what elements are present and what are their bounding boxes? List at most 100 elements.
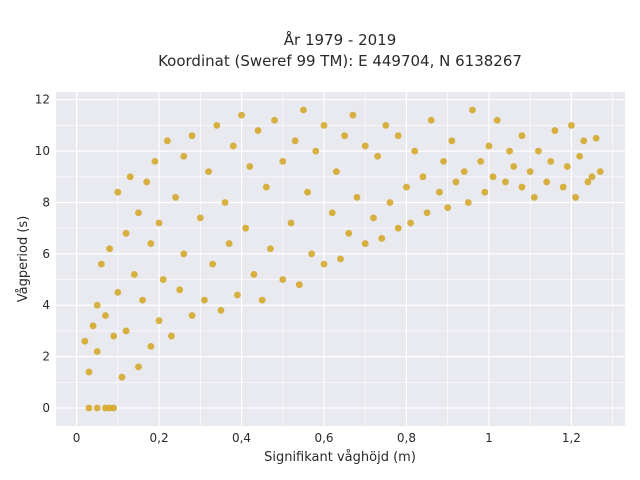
- x-axis-ticks: 0 0,2 0,4 0,6 0,8 1 1,2: [73, 431, 581, 445]
- data-point: [559, 183, 567, 191]
- data-point: [106, 245, 114, 253]
- data-point: [147, 342, 155, 350]
- data-point: [320, 122, 328, 129]
- data-point: [217, 306, 225, 314]
- data-point: [287, 219, 295, 227]
- data-point: [502, 178, 509, 186]
- data-point: [130, 271, 138, 278]
- data-point: [345, 229, 353, 237]
- data-point: [481, 188, 489, 196]
- data-point: [188, 132, 196, 140]
- data-point: [135, 363, 142, 371]
- y-tick-label: 10: [35, 144, 50, 158]
- data-point: [250, 271, 258, 278]
- data-point: [419, 173, 427, 181]
- data-point: [448, 137, 456, 145]
- data-point: [304, 188, 311, 196]
- data-point: [370, 214, 377, 222]
- data-point: [353, 193, 361, 201]
- data-point: [427, 116, 435, 124]
- data-point: [361, 142, 369, 150]
- chart-title-line-1: År 1979 - 2019: [284, 30, 397, 49]
- data-point: [163, 137, 171, 145]
- data-point: [234, 291, 241, 299]
- data-point: [349, 111, 357, 119]
- y-tick-label: 8: [42, 195, 50, 209]
- data-point: [547, 157, 555, 165]
- data-point: [159, 276, 167, 283]
- data-point: [114, 289, 122, 296]
- data-point: [225, 240, 233, 247]
- data-point: [374, 152, 382, 160]
- data-point: [510, 163, 518, 170]
- data-point: [102, 312, 109, 319]
- data-point: [460, 168, 468, 176]
- data-point: [506, 147, 513, 155]
- x-tick-label: 0,4: [232, 431, 251, 445]
- data-point: [452, 178, 460, 186]
- data-point: [93, 404, 101, 412]
- x-tick-label: 0,2: [150, 431, 169, 445]
- data-point: [279, 276, 287, 283]
- data-point: [221, 199, 229, 206]
- data-point: [279, 157, 287, 165]
- data-point: [588, 173, 596, 181]
- data-point: [394, 132, 402, 140]
- data-point: [205, 168, 212, 176]
- data-point: [337, 255, 344, 263]
- data-point: [584, 178, 592, 186]
- data-point: [535, 147, 542, 155]
- data-point: [526, 168, 534, 176]
- data-point: [551, 127, 559, 134]
- data-point: [180, 250, 188, 258]
- data-point: [464, 199, 472, 206]
- data-point: [122, 229, 130, 237]
- data-point: [93, 301, 101, 309]
- data-point: [176, 286, 184, 294]
- data-point: [246, 163, 254, 170]
- data-point: [332, 168, 340, 176]
- data-point: [312, 147, 320, 155]
- data-point: [394, 224, 402, 232]
- data-point: [518, 183, 526, 191]
- data-point: [295, 281, 303, 289]
- data-point: [93, 348, 101, 355]
- data-point: [209, 260, 217, 268]
- data-point: [229, 142, 237, 150]
- data-point: [308, 250, 316, 258]
- data-point: [567, 122, 575, 129]
- data-point: [213, 122, 221, 129]
- data-point: [85, 404, 93, 412]
- data-point: [530, 193, 538, 201]
- data-point: [596, 168, 604, 176]
- data-point: [143, 178, 151, 186]
- data-point: [110, 332, 118, 340]
- x-tick-label: 0,6: [314, 431, 333, 445]
- data-point: [258, 296, 266, 304]
- data-point: [299, 106, 307, 114]
- data-point: [382, 122, 390, 129]
- data-point: [172, 193, 179, 201]
- data-point: [110, 404, 118, 412]
- data-point: [139, 296, 146, 304]
- data-point: [201, 296, 208, 304]
- y-tick-label: 2: [42, 350, 50, 364]
- y-axis-ticks: 0 2 4 6 8 10 12: [35, 93, 50, 415]
- data-point: [543, 178, 551, 186]
- data-point: [262, 183, 270, 191]
- data-point: [85, 368, 93, 376]
- grid: [56, 92, 625, 426]
- data-point: [271, 116, 278, 124]
- x-tick-label: 1: [485, 431, 493, 445]
- data-point: [196, 214, 204, 222]
- data-point: [518, 132, 526, 140]
- data-point: [378, 235, 386, 242]
- data-point: [254, 127, 262, 134]
- chart-title-line-2: Koordinat (Sweref 99 TM): E 449704, N 61…: [158, 52, 522, 70]
- data-point: [122, 327, 130, 335]
- data-point: [291, 137, 299, 145]
- data-point: [493, 116, 501, 124]
- data-point: [469, 106, 476, 114]
- data-point: [188, 312, 196, 319]
